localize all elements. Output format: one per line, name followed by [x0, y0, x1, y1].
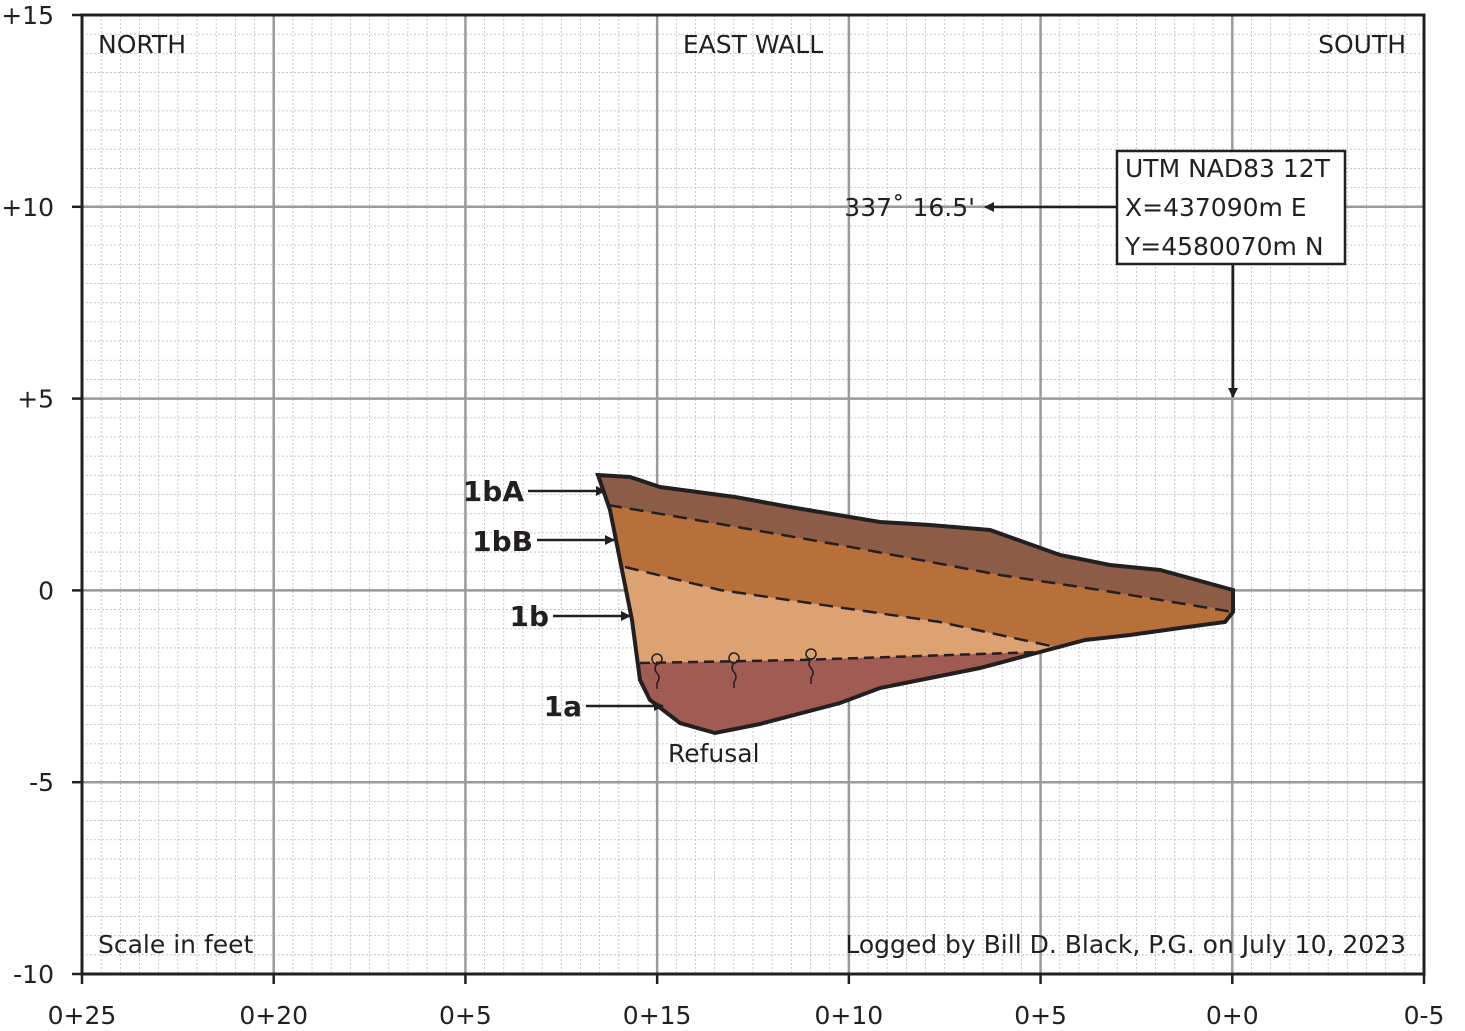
y-tick-label: -5: [29, 768, 54, 797]
x-tick-label: 0+5: [1014, 1001, 1067, 1030]
scale-note: Scale in feet: [98, 930, 254, 959]
units: [580, 460, 1250, 760]
x-tick-label: 0-5: [1404, 1001, 1445, 1030]
y-tick-label: -10: [13, 960, 54, 989]
bearing: 337˚ 16.5': [844, 193, 975, 222]
y-tick-label: +15: [1, 1, 54, 30]
north-label: NORTH: [98, 30, 186, 59]
x-tick-label: 0+0: [1206, 1001, 1259, 1030]
unit-label: 1b: [509, 600, 549, 633]
unit-label: 1a: [544, 690, 582, 723]
south-label: SOUTH: [1318, 30, 1406, 59]
utm-line: UTM NAD83 12T: [1125, 154, 1331, 183]
utm-line: Y=4580070m N: [1124, 232, 1324, 261]
y-tick-label: +10: [1, 193, 54, 222]
wall-title: EAST WALL: [683, 30, 823, 59]
trench-log: NORTH EAST WALL SOUTH UTM NAD83 12T X=43…: [0, 0, 1465, 1031]
refusal-label: Refusal: [668, 739, 760, 768]
utm-line: X=437090m E: [1125, 193, 1307, 222]
y-tick-label: +5: [17, 385, 54, 414]
logged-by: Logged by Bill D. Black, P.G. on July 10…: [845, 930, 1406, 959]
x-tick-label: 0+10: [815, 1001, 884, 1030]
x-tick-label: 0+15: [623, 1001, 692, 1030]
unit-label: 1bB: [472, 525, 533, 558]
x-tick-label: 0+20: [239, 1001, 308, 1030]
unit-label: 1bA: [463, 475, 525, 508]
x-tick-label: 0+25: [48, 1001, 117, 1030]
y-tick-label: 0: [38, 576, 54, 605]
x-tick-label: 0+5: [439, 1001, 492, 1030]
